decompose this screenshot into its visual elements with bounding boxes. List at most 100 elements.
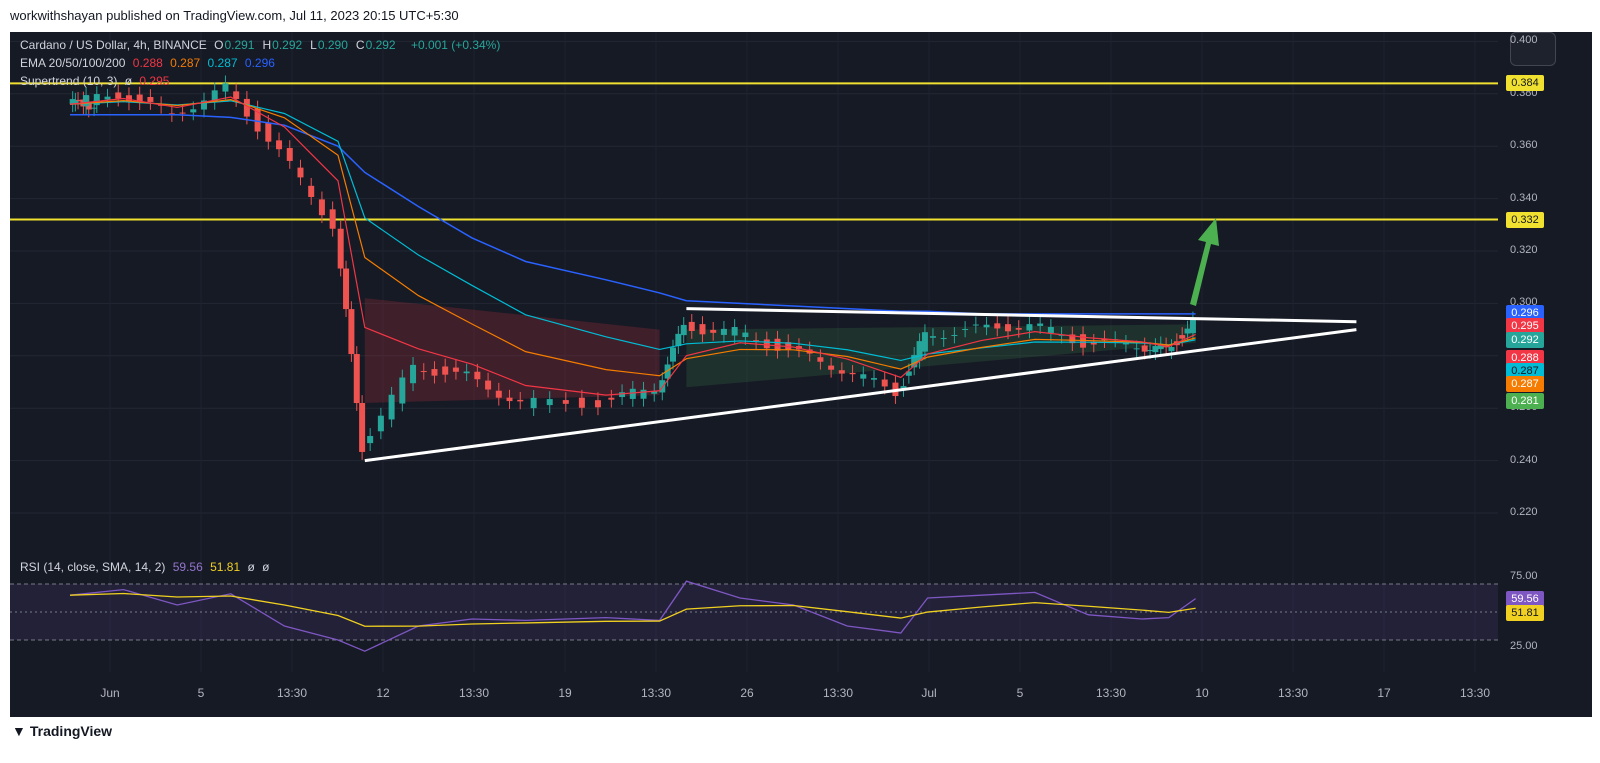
na-symbol: ø [247,560,255,574]
candle-body [136,94,143,103]
candle-body [742,332,749,338]
candle-body [594,400,601,408]
ohlc-o: O0.291 [214,38,258,52]
ema-label: EMA 20/50/100/200 [20,56,126,70]
trendline-upper [686,307,1357,324]
ema50-value: 0.287 [170,56,201,70]
candle-body [463,371,470,374]
ema200-line [70,114,1196,315]
candle-body [1157,344,1164,350]
ema20-value: 0.288 [132,56,163,70]
candle-body [359,403,366,452]
candle-body [731,327,738,336]
price-badge: 0.384 [1506,75,1544,92]
candle-body [190,109,197,113]
candle-body [1122,342,1129,345]
candle-body [337,228,344,269]
rsi-band [10,584,1498,640]
candle-body [318,199,325,216]
candle-body [201,100,207,110]
ohlc-l: L0.290 [310,38,352,52]
rsi-badge: 51.81 [1506,605,1544,622]
time-tick: 10 [1195,686,1209,700]
candle-body [838,370,845,374]
candle-body [83,95,90,107]
tradingview-logo-icon: ▼ [12,723,26,739]
candle-body [900,386,907,389]
candle-body [1147,350,1154,352]
candle-body [951,334,958,336]
price-tick: 0.340 [1510,191,1538,204]
candle-body [276,140,283,150]
ema50-line [69,99,1196,377]
ohlc-value: 0.292 [365,38,396,52]
candle-body [530,397,537,409]
rsi-tick: 25.00 [1510,640,1538,652]
symbol-title: Cardano / US Dollar, 4h, BINANCE [20,38,207,52]
candle-body [485,380,492,390]
candle-body [608,397,615,400]
candle-body [297,167,304,178]
candle-body [983,324,990,328]
candle-body [377,415,384,432]
footer: ▼ TradingView [0,717,1600,763]
ohlc-values: O0.291 H0.292 L0.290 C0.292 [214,38,404,52]
candle-body [828,365,835,370]
ohlc-c: C0.292 [356,38,400,52]
chart-settings-button[interactable] [1510,32,1556,66]
candle-body [619,392,626,398]
candle-body [629,388,636,399]
time-tick: 17 [1377,686,1391,700]
candle-body [420,371,427,373]
candle-body [640,389,647,399]
resistance-levels [10,82,1498,221]
candle-body [994,323,1001,329]
time-tick: 19 [558,686,572,700]
candle-body [664,364,671,379]
candle-body [147,96,154,102]
rsi-sma-value: 51.81 [210,560,241,574]
candle-body [1047,327,1054,334]
time-tick: 5 [1016,686,1024,700]
time-tick: 13:30 [1277,686,1309,700]
legend-rsi-row: RSI (14, close, SMA, 14, 2) 59.56 51.81 … [20,560,274,574]
ema20-line [69,96,1196,396]
candle-body [348,309,355,355]
time-tick: 26 [740,686,754,700]
candles [69,75,1196,460]
candle-body [710,329,717,333]
candle-body [254,108,261,132]
chart-panel[interactable]: Cardano / US Dollar, 4h, BINANCE O0.291 H… [10,32,1592,717]
rsi-badge: 59.56 [1506,590,1544,607]
ema100-value: 0.287 [207,56,238,70]
ohlc-value: 0.290 [317,38,348,52]
price-badge: 0.295 [1506,317,1544,334]
candle-body [651,391,658,394]
na-symbol: ø [124,74,133,88]
candle-body [168,113,175,115]
candle-body [495,390,502,398]
candle-body [1069,334,1076,344]
candle-body [85,103,92,110]
candle-body [1189,319,1196,334]
candle-body [1133,348,1140,350]
rsi-value: 59.56 [172,560,203,574]
price-badge: 0.292 [1506,332,1544,349]
candle-body [881,379,888,387]
candle-body [905,371,912,376]
candle-body [104,96,111,100]
supertrend-down-band [364,298,660,403]
chart-canvas[interactable] [10,32,1592,717]
supertrend-value: 0.295 [139,74,170,88]
candle-body [562,400,569,404]
candle-body [179,112,186,114]
price-badge: 0.281 [1506,393,1544,410]
candle-body [367,435,374,444]
candle-body [1168,347,1175,352]
rsi-line [69,580,1196,652]
tradingview-logo[interactable]: ▼ TradingView [12,723,113,739]
candle-body [929,336,936,338]
candle-body [911,354,918,368]
rsi-label: RSI (14, close, SMA, 14, 2) [20,560,166,574]
ohlc-h: H0.292 [262,38,306,52]
